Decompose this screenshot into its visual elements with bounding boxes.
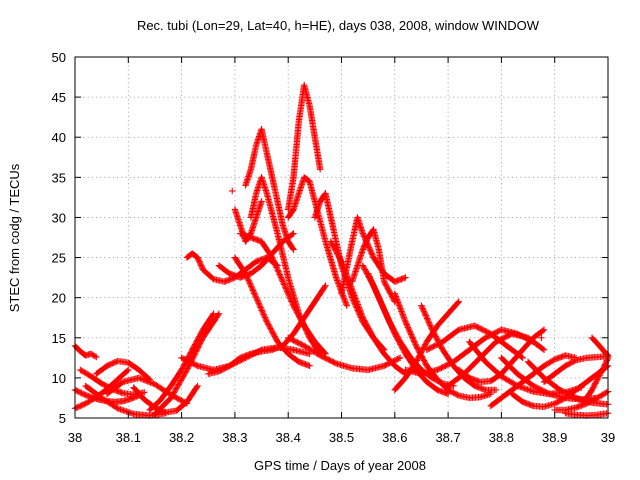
y-tick-label: 50 (52, 50, 66, 65)
series-arc-34 (444, 330, 548, 390)
x-tick-label: 38.8 (489, 430, 514, 445)
series-arc-03 (71, 366, 132, 412)
y-tick-label: 10 (52, 371, 66, 386)
series-arc-44 (588, 334, 612, 359)
series-arc-19 (247, 174, 324, 358)
chart-title: Rec. tubi (Lon=29, Lat=40, h=HE), days 0… (137, 18, 540, 33)
axis-ticks (74, 56, 609, 419)
y-tick-label: 5 (59, 411, 66, 426)
series-arc-09 (146, 310, 217, 414)
x-tick-label: 38.4 (276, 430, 301, 445)
series-arc-33 (423, 322, 526, 362)
series-arc-08 (130, 382, 201, 416)
isolated-point (538, 334, 545, 341)
data-points (71, 81, 612, 419)
grid-lines (75, 57, 608, 418)
x-tick-label: 38.6 (382, 430, 407, 445)
series-arc-42 (551, 388, 612, 414)
series-arc-16 (231, 254, 313, 370)
x-tick-label: 38.9 (542, 430, 567, 445)
y-tick-label: 40 (52, 130, 66, 145)
series-arc-22 (311, 190, 388, 354)
series-arc-02 (71, 342, 100, 361)
series-arc-23 (327, 238, 409, 378)
y-tick-label: 25 (52, 251, 66, 266)
x-tick-label: 39 (601, 430, 615, 445)
x-tick-label: 38 (68, 430, 82, 445)
series-arc-20 (285, 81, 324, 213)
series-arc-18 (242, 126, 297, 253)
y-tick-label: 20 (52, 291, 66, 306)
isolated-point (229, 187, 236, 195)
x-tick-label: 38.1 (116, 430, 141, 445)
y-axis-label: STEC from codg / TECUs (7, 163, 22, 312)
y-tick-label: 35 (52, 170, 66, 185)
series-arc-43 (578, 354, 612, 406)
series-arc-24 (285, 334, 404, 374)
x-tick-label: 38.3 (222, 430, 247, 445)
x-tick-label: 38.7 (435, 430, 460, 445)
tick-labels: 38 38.1 38.2 38.3 38.4 38.5 38.6 38.7 38.8 38.9 39… (52, 50, 616, 445)
series-arc-07 (103, 374, 191, 407)
series-arc-26 (348, 226, 398, 305)
series-arc-11 (183, 250, 281, 285)
x-tick-label: 38.5 (329, 430, 354, 445)
series-arc-41 (540, 353, 612, 386)
y-tick-label: 15 (52, 331, 66, 346)
series-arc-06 (93, 357, 153, 383)
series-arc-45 (562, 409, 612, 419)
y-tick-label: 30 (52, 210, 66, 225)
x-tick-label: 38.2 (169, 430, 194, 445)
y-tick-label: 45 (52, 90, 66, 105)
x-axis-label: GPS time / Days of year 2008 (254, 458, 426, 473)
series-arc-14 (205, 282, 329, 378)
series-arc-17 (237, 230, 329, 358)
